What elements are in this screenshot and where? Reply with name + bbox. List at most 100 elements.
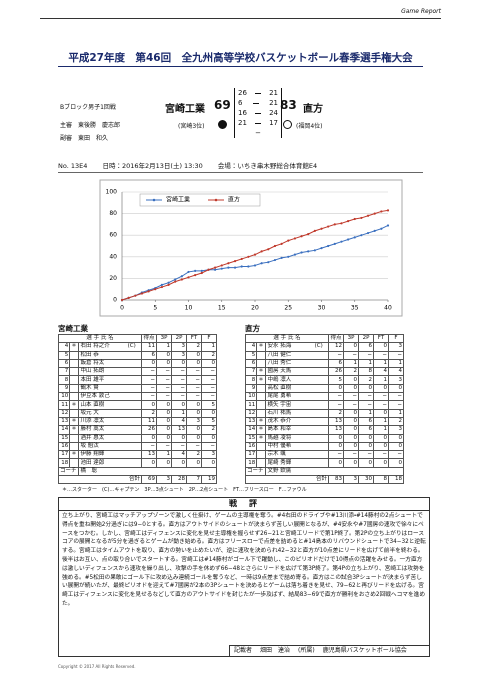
- number: 13: [244, 416, 258, 427]
- stat: 6: [358, 425, 374, 435]
- point: [287, 255, 290, 258]
- stat: −: [186, 375, 202, 385]
- stat: 0: [328, 458, 344, 468]
- captain: [126, 375, 142, 385]
- affiliation-label: (所属): [298, 647, 315, 654]
- stat: 0: [156, 416, 172, 427]
- point: [380, 227, 383, 230]
- point: [313, 249, 316, 252]
- stat: −: [388, 392, 404, 402]
- stat: 1: [373, 358, 389, 369]
- away-team: 直方: [303, 104, 323, 115]
- venue: 会場：いちき串木野総合体育館E4: [217, 162, 318, 170]
- starter: [69, 408, 80, 418]
- stat: 4: [171, 450, 187, 460]
- stat: 2: [141, 408, 157, 418]
- stat: 13: [328, 425, 344, 435]
- stat: −: [171, 375, 187, 385]
- player-row: 11 横矢 宇宙 − − − − −: [244, 400, 404, 410]
- stat: 0: [201, 433, 217, 443]
- captain: [126, 425, 142, 435]
- number: 5: [57, 350, 71, 360]
- number: 4: [57, 342, 71, 352]
- stat: 13: [328, 416, 344, 427]
- starter: ＊: [256, 342, 267, 352]
- starter: [69, 383, 80, 394]
- quarter-home: 26: [238, 89, 247, 97]
- point: [174, 278, 177, 281]
- stat: 0: [388, 458, 404, 468]
- captain: [313, 408, 329, 418]
- captain: [126, 433, 142, 443]
- x-tick-label: 30: [318, 305, 326, 312]
- coach-name: 文野 欽廣: [265, 466, 404, 477]
- stat: 13: [171, 425, 187, 435]
- point: [240, 265, 243, 268]
- captain: [313, 458, 329, 468]
- stat: 3: [201, 450, 217, 460]
- point: [333, 223, 336, 226]
- stat: 0: [156, 425, 172, 435]
- title: 平成27年度 第46回 全九州高等学校バスケットボール春季選手権大会: [68, 52, 413, 64]
- point: [240, 257, 243, 261]
- stat: 3: [171, 350, 187, 360]
- stat: 3: [171, 342, 187, 352]
- player-name: 右田 将之介: [78, 342, 127, 352]
- point: [273, 244, 277, 248]
- header-cell: 2P: [171, 333, 187, 344]
- stat: −: [328, 400, 344, 410]
- win-mark: [283, 120, 292, 129]
- referee: 主審 東後勝 慶志郎: [60, 122, 121, 129]
- x-tick-label: 0: [120, 305, 124, 312]
- player-name: 安永 拓海: [265, 342, 314, 352]
- stat: 6: [328, 358, 344, 369]
- stat: 0: [141, 433, 157, 443]
- stat: 3: [388, 375, 404, 385]
- point: [267, 248, 270, 251]
- captain: [126, 392, 142, 402]
- referee: 副審 東田 和久: [60, 135, 109, 142]
- stat: 0: [156, 408, 172, 418]
- point: [293, 237, 296, 240]
- player-name: 高松 直樹: [265, 383, 314, 394]
- player-row: 17 宗木 颯 − − − − −: [244, 450, 404, 460]
- stat: 0: [186, 400, 202, 410]
- captain: [126, 408, 142, 418]
- starter: ＊: [69, 342, 80, 352]
- loss-mark: [218, 120, 227, 129]
- player-row: 9 高松 直樹 0 0 0 0 0: [244, 383, 404, 394]
- point: [233, 260, 237, 263]
- stat: 5: [201, 400, 217, 410]
- stat: 1: [388, 358, 404, 369]
- player-name: 茂木 恭介: [265, 416, 314, 427]
- rule: [40, 18, 441, 19]
- stat: 0: [186, 433, 202, 443]
- point: [253, 264, 257, 267]
- stat: −: [201, 383, 217, 394]
- player-name: 馬越 凌将: [265, 433, 314, 443]
- stat: −: [171, 367, 187, 377]
- datetime: 日時：2016年2月13日(土) 13:30: [102, 162, 203, 170]
- starter: [256, 392, 267, 402]
- player-name: 坂元 大: [78, 408, 127, 418]
- stat: −: [343, 450, 359, 460]
- away-seed: (福岡4位): [296, 123, 323, 130]
- stat: 0: [343, 408, 359, 418]
- player-name: 八田 秀仁: [265, 358, 314, 369]
- coach-label: コーチ: [57, 466, 80, 477]
- stat: 1: [201, 342, 217, 352]
- point: [180, 275, 183, 278]
- stat: 0: [186, 425, 202, 435]
- player-name: 松田 恭: [78, 350, 127, 360]
- home-score: 69: [214, 98, 231, 112]
- away-score: 83: [280, 98, 297, 112]
- number: 10: [57, 392, 71, 402]
- stat: −: [201, 392, 217, 402]
- stat: −: [201, 375, 217, 385]
- separator: [255, 92, 261, 94]
- stat: −: [343, 350, 359, 360]
- number: 8: [57, 375, 71, 385]
- stat: −: [328, 392, 344, 402]
- number: 12: [244, 408, 258, 418]
